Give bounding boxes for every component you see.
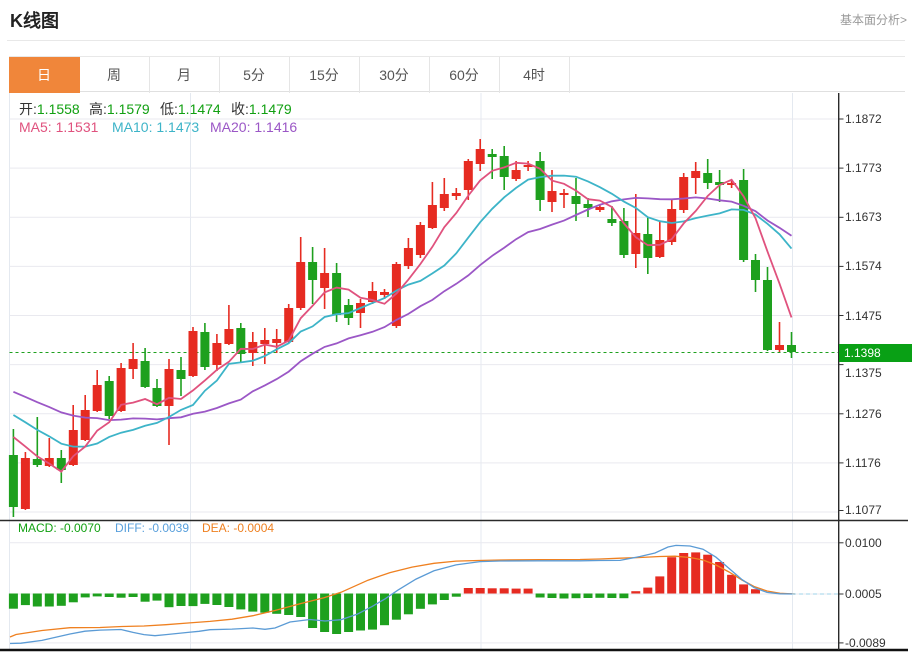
svg-text:0.0005: 0.0005 bbox=[845, 587, 882, 601]
svg-text:1.1773: 1.1773 bbox=[845, 161, 882, 175]
svg-text:1.1574: 1.1574 bbox=[845, 259, 882, 273]
svg-text:1.1375: 1.1375 bbox=[845, 366, 882, 380]
svg-text:1.1077: 1.1077 bbox=[845, 503, 882, 517]
svg-text:1.1276: 1.1276 bbox=[845, 407, 882, 421]
svg-text:1.1872: 1.1872 bbox=[845, 112, 882, 126]
svg-text:1.1176: 1.1176 bbox=[845, 456, 881, 470]
svg-text:-0.0089: -0.0089 bbox=[845, 636, 886, 650]
svg-text:1.1475: 1.1475 bbox=[845, 309, 882, 323]
svg-text:1.1673: 1.1673 bbox=[845, 210, 882, 224]
svg-text:0.0100: 0.0100 bbox=[845, 536, 882, 550]
